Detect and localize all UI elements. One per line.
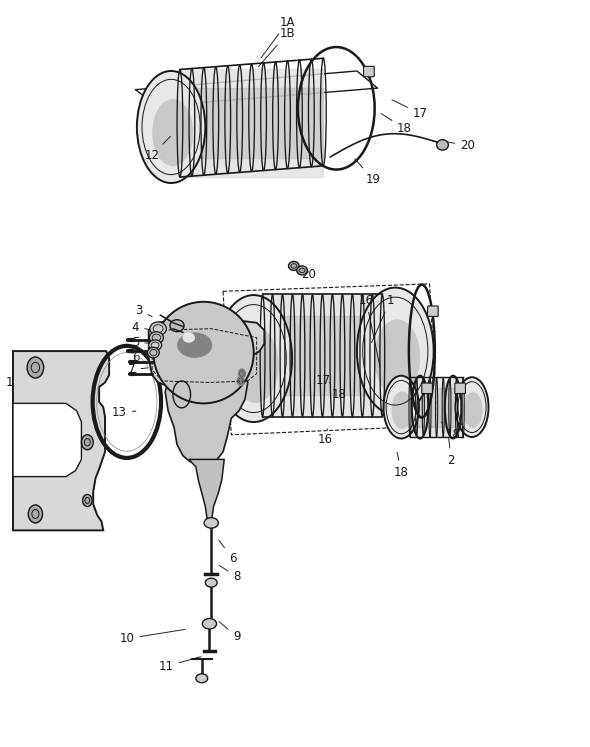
- Circle shape: [83, 495, 92, 506]
- Ellipse shape: [437, 140, 448, 150]
- Ellipse shape: [297, 266, 307, 275]
- Text: 6: 6: [219, 540, 237, 565]
- Text: 8: 8: [219, 565, 241, 583]
- Text: 2: 2: [447, 438, 455, 467]
- Ellipse shape: [374, 320, 420, 395]
- Text: 20: 20: [301, 268, 316, 282]
- Text: 9: 9: [219, 622, 241, 643]
- Ellipse shape: [149, 340, 162, 350]
- FancyBboxPatch shape: [422, 383, 432, 394]
- Ellipse shape: [137, 71, 205, 183]
- Text: 4: 4: [132, 320, 150, 334]
- Circle shape: [28, 505, 42, 523]
- Text: 5: 5: [132, 335, 150, 349]
- Text: 1: 1: [372, 294, 394, 343]
- Ellipse shape: [152, 99, 194, 167]
- Circle shape: [81, 435, 93, 450]
- Text: 16: 16: [317, 429, 332, 446]
- Ellipse shape: [182, 332, 195, 343]
- FancyBboxPatch shape: [455, 383, 466, 394]
- Text: 17: 17: [392, 100, 428, 120]
- FancyBboxPatch shape: [363, 66, 374, 77]
- Text: 3: 3: [135, 304, 152, 317]
- Text: 6: 6: [132, 350, 149, 364]
- Text: 19: 19: [355, 159, 381, 186]
- Polygon shape: [165, 374, 248, 463]
- Polygon shape: [189, 459, 224, 523]
- Text: 10: 10: [120, 630, 185, 645]
- Text: 16: 16: [359, 294, 380, 367]
- Text: 1A: 1A: [261, 16, 295, 58]
- Polygon shape: [13, 403, 81, 477]
- Text: 18: 18: [394, 453, 409, 479]
- Ellipse shape: [392, 391, 412, 429]
- Ellipse shape: [289, 261, 299, 270]
- Polygon shape: [149, 317, 264, 390]
- Circle shape: [237, 376, 244, 385]
- Ellipse shape: [170, 320, 184, 332]
- Ellipse shape: [232, 327, 278, 403]
- Ellipse shape: [205, 578, 217, 587]
- Ellipse shape: [196, 674, 208, 683]
- Circle shape: [27, 357, 44, 378]
- Ellipse shape: [149, 332, 163, 344]
- Ellipse shape: [150, 322, 166, 335]
- Ellipse shape: [463, 392, 483, 428]
- FancyBboxPatch shape: [428, 306, 438, 317]
- Ellipse shape: [148, 347, 159, 358]
- Ellipse shape: [153, 302, 254, 403]
- Text: 18: 18: [441, 422, 460, 441]
- Circle shape: [238, 369, 245, 378]
- Text: 17: 17: [316, 374, 330, 388]
- Text: 11: 11: [159, 657, 201, 673]
- Ellipse shape: [202, 619, 217, 629]
- Ellipse shape: [177, 332, 212, 358]
- Ellipse shape: [384, 376, 419, 438]
- Text: 13: 13: [112, 406, 136, 419]
- Ellipse shape: [215, 295, 292, 422]
- Text: 15: 15: [24, 455, 55, 471]
- Text: 18: 18: [381, 114, 412, 135]
- Text: 20: 20: [442, 139, 475, 152]
- Text: 7: 7: [128, 363, 148, 376]
- Ellipse shape: [455, 377, 489, 437]
- Text: 14: 14: [6, 376, 40, 389]
- Polygon shape: [13, 351, 109, 530]
- Ellipse shape: [204, 518, 218, 528]
- Text: 1B: 1B: [258, 27, 295, 66]
- Text: 12: 12: [145, 137, 171, 162]
- Ellipse shape: [357, 288, 434, 415]
- Text: 18: 18: [329, 382, 346, 401]
